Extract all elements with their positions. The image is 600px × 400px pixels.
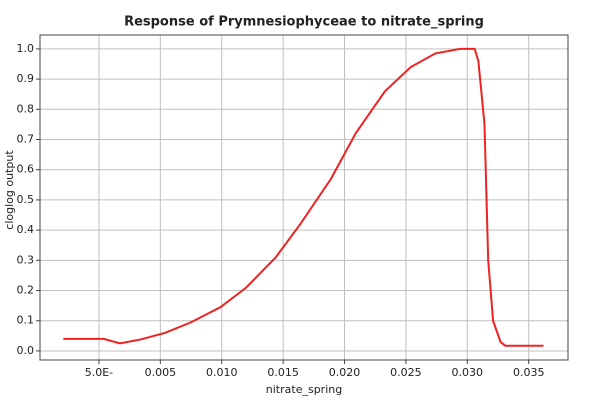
x-tick-label: 0.020: [329, 366, 361, 379]
x-tick-label: 5.0E-: [85, 366, 113, 379]
x-axis-label: nitrate_spring: [266, 383, 342, 396]
x-tick-label: 0.035: [513, 366, 545, 379]
y-tick-label: 0.6: [17, 163, 35, 176]
y-tick-label: 0.1: [17, 314, 35, 327]
x-tick-label: 0.015: [267, 366, 299, 379]
y-tick-label: 0.8: [17, 102, 35, 115]
y-tick-label: 0.3: [17, 253, 35, 266]
plot-frame: [39, 34, 569, 361]
response-line: [63, 47, 544, 347]
y-tick-label: 0.7: [17, 133, 35, 146]
y-tick-label: 0.0: [17, 344, 35, 357]
y-tick-label: 0.9: [17, 72, 35, 85]
x-tick-label: 0.025: [390, 366, 422, 379]
y-tick-label: 0.2: [17, 284, 35, 297]
x-tick-label: 0.005: [145, 366, 177, 379]
chart-title: Response of Prymnesiophyceae to nitrate_…: [124, 15, 484, 30]
y-tick-label: 1.0: [17, 42, 35, 55]
y-tick-label: 0.5: [17, 193, 35, 206]
x-tick-label: 0.010: [206, 366, 238, 379]
y-axis-label: cloglog output: [3, 150, 16, 230]
y-tick-label: 0.4: [17, 223, 35, 236]
x-tick-label: 0.030: [452, 366, 484, 379]
